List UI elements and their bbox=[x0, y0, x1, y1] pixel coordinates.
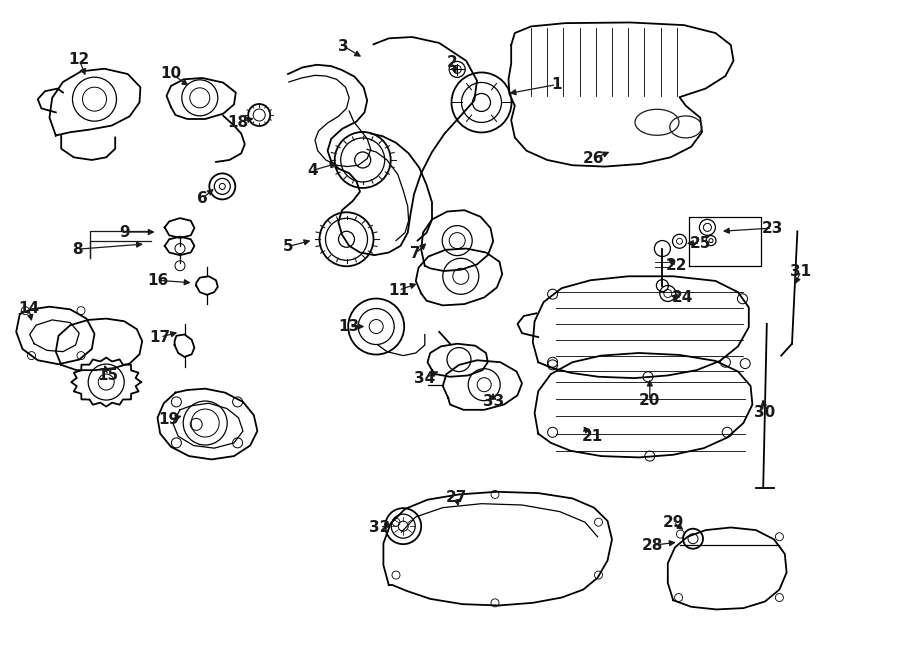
Text: 2: 2 bbox=[446, 55, 457, 69]
Text: 9: 9 bbox=[119, 225, 130, 239]
Text: 30: 30 bbox=[754, 405, 776, 420]
Text: 19: 19 bbox=[158, 412, 180, 427]
Text: 34: 34 bbox=[414, 371, 436, 385]
Text: 22: 22 bbox=[666, 258, 688, 273]
Text: 8: 8 bbox=[72, 242, 83, 256]
Text: 3: 3 bbox=[338, 39, 349, 54]
Text: 15: 15 bbox=[97, 368, 119, 383]
Text: 10: 10 bbox=[160, 66, 182, 81]
Text: 24: 24 bbox=[671, 290, 693, 305]
Text: 20: 20 bbox=[639, 393, 661, 408]
Text: 21: 21 bbox=[581, 429, 603, 444]
Text: 25: 25 bbox=[689, 236, 711, 251]
Text: 12: 12 bbox=[68, 52, 90, 67]
Text: 29: 29 bbox=[662, 515, 684, 529]
Text: 28: 28 bbox=[642, 538, 663, 553]
Text: 23: 23 bbox=[761, 221, 783, 235]
Text: 31: 31 bbox=[790, 264, 812, 278]
Text: 4: 4 bbox=[307, 163, 318, 178]
Text: 14: 14 bbox=[18, 301, 40, 316]
Text: 16: 16 bbox=[147, 273, 168, 288]
Text: 13: 13 bbox=[338, 319, 360, 334]
Text: 17: 17 bbox=[149, 330, 171, 344]
Text: 5: 5 bbox=[283, 239, 293, 254]
Text: 26: 26 bbox=[583, 151, 605, 166]
Text: 18: 18 bbox=[227, 115, 248, 130]
Text: 33: 33 bbox=[482, 394, 504, 408]
Text: 7: 7 bbox=[410, 246, 421, 260]
Text: 11: 11 bbox=[388, 283, 410, 297]
Text: 6: 6 bbox=[197, 191, 208, 206]
Text: 27: 27 bbox=[446, 490, 467, 504]
Text: 1: 1 bbox=[551, 77, 562, 92]
Text: 32: 32 bbox=[369, 520, 391, 535]
